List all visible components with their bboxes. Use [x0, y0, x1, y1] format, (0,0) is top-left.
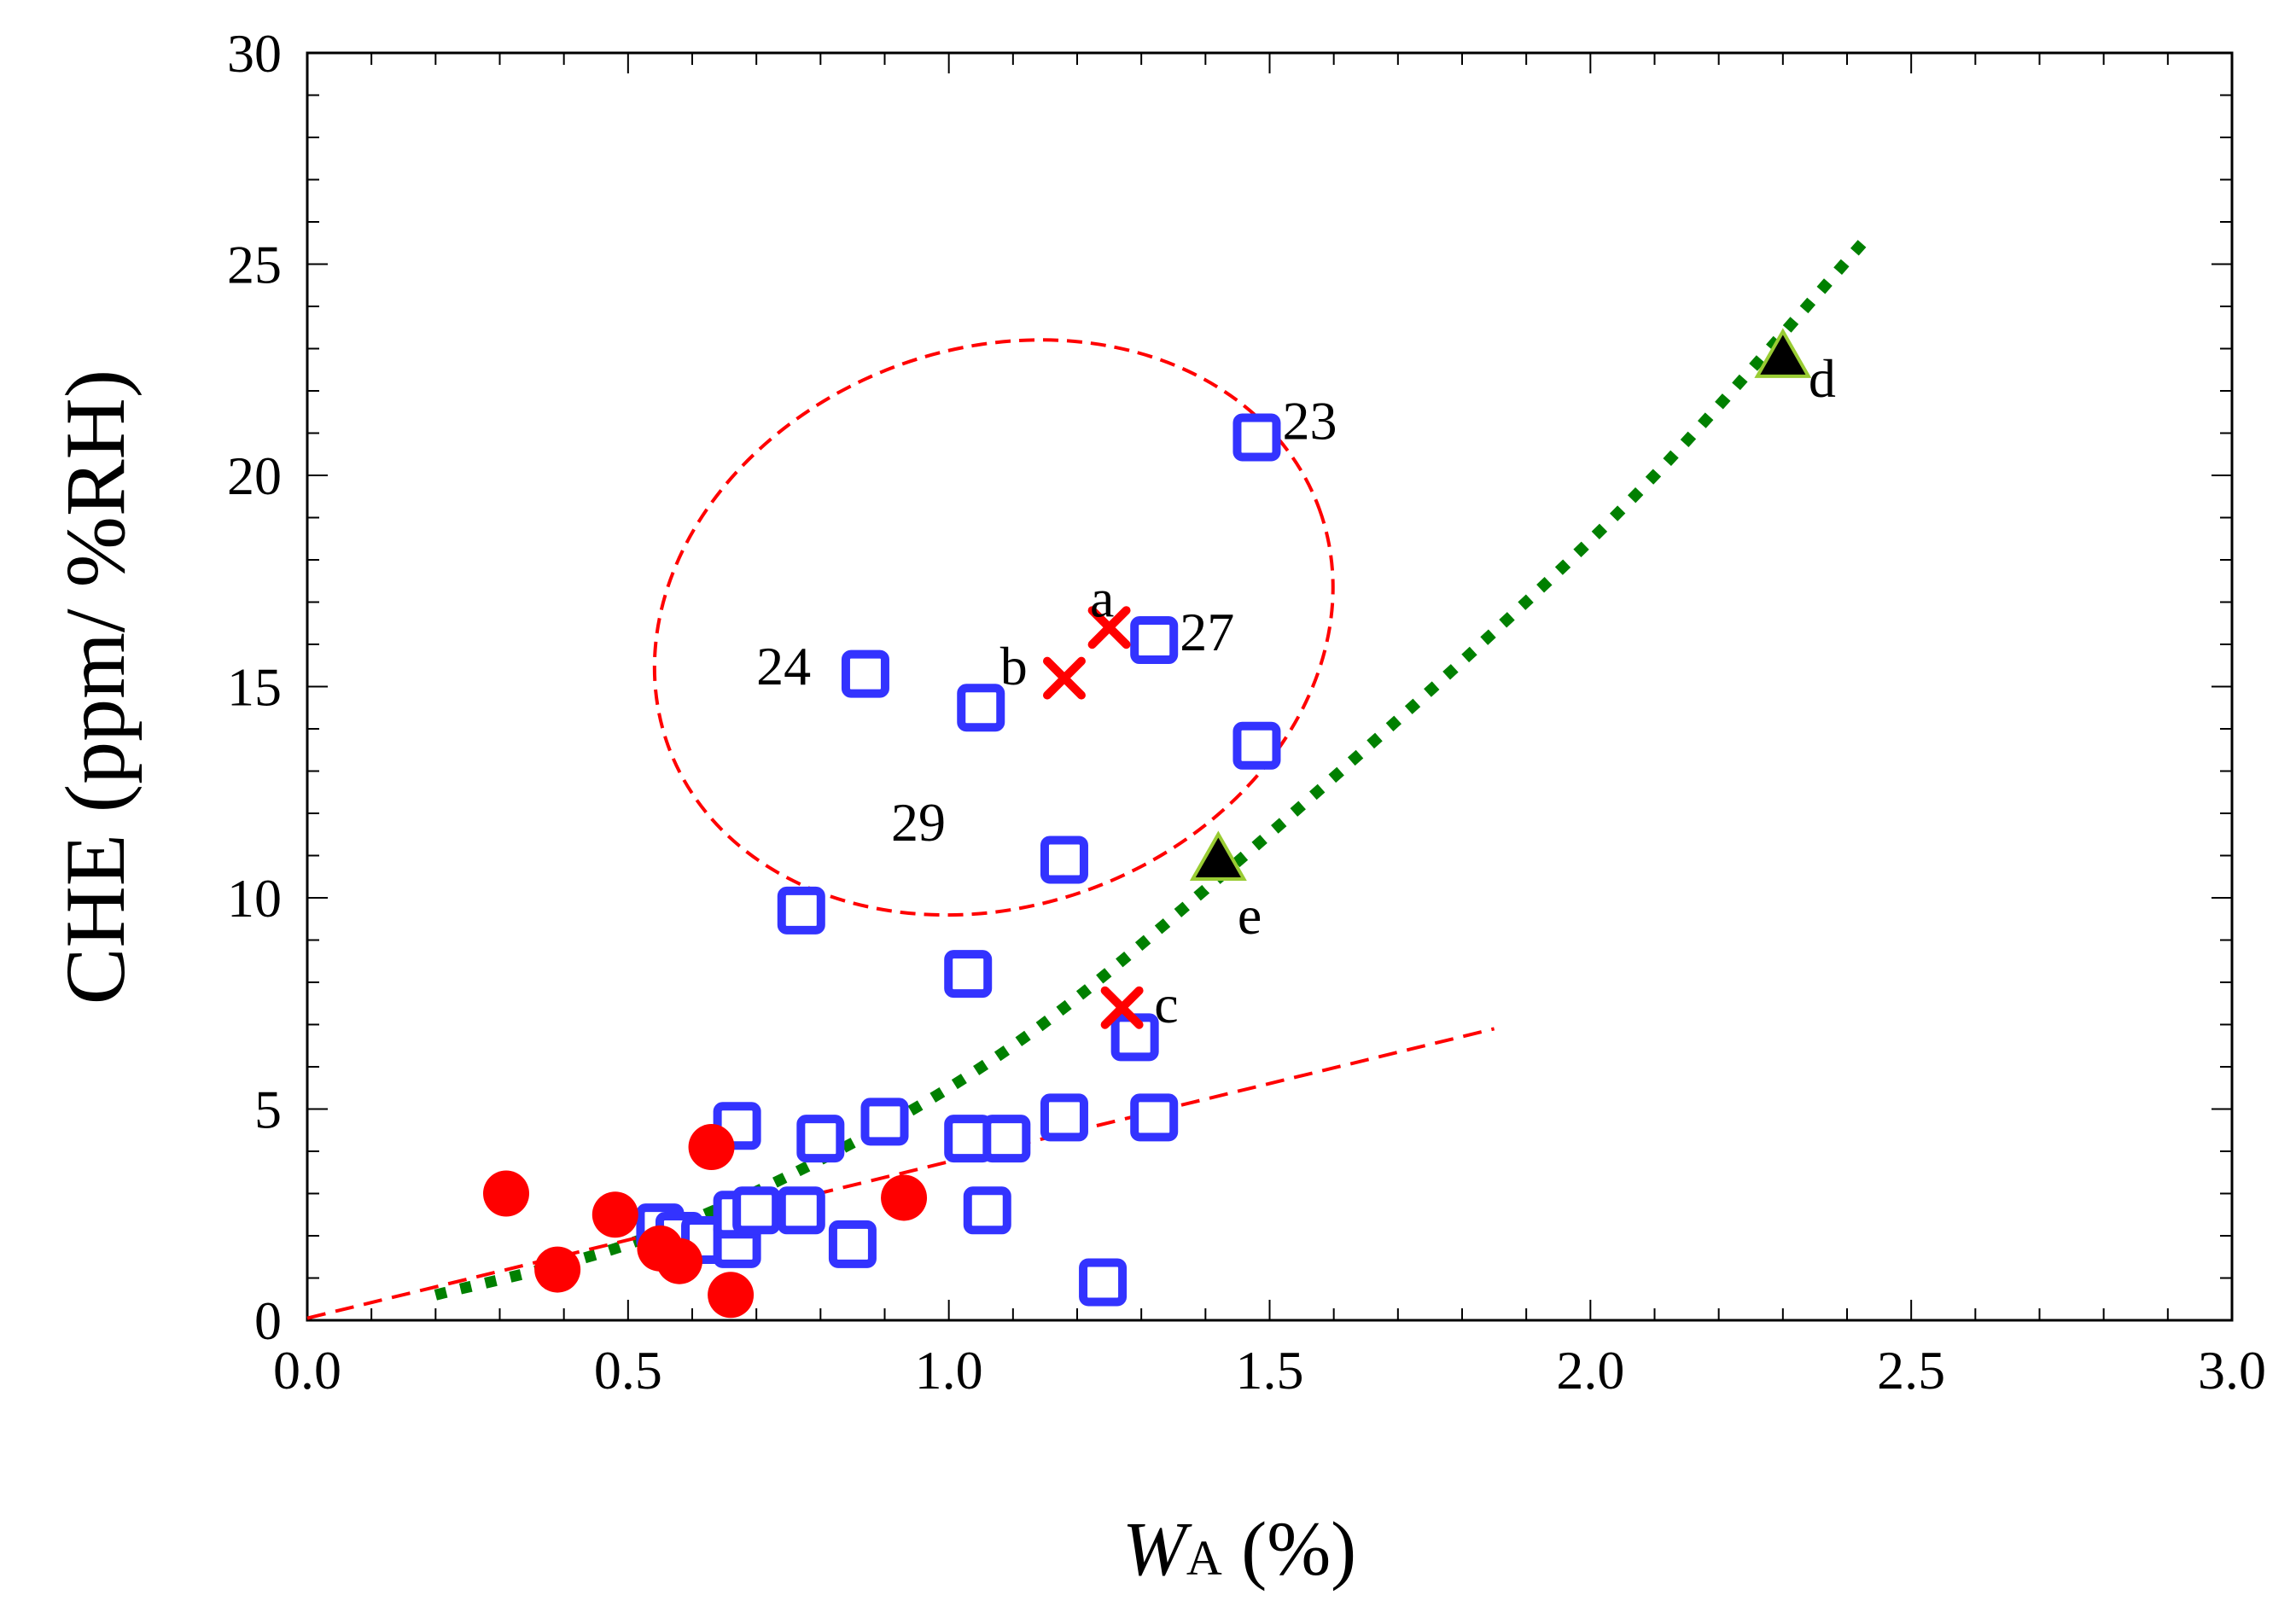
- circle-point: [656, 1237, 702, 1284]
- triangle-point: [1189, 830, 1247, 881]
- axis-ticks: [306, 52, 2233, 1321]
- highlight-ellipse-group: [652, 338, 1335, 917]
- square-point: [957, 684, 1005, 732]
- x-axis-title-unit: (%): [1222, 1507, 1356, 1592]
- x-tick-label: 2.5: [1877, 1340, 1945, 1400]
- square-point: [841, 649, 889, 698]
- x-tick-label: 1.5: [1236, 1340, 1304, 1400]
- point-label-29: 29: [891, 792, 946, 853]
- circle-point: [483, 1170, 530, 1217]
- trend-lines: [306, 235, 1871, 1320]
- x-tick-label: 2.0: [1556, 1340, 1624, 1400]
- x-axis-title-subscript: A: [1186, 1530, 1222, 1586]
- square-point: [982, 1115, 1031, 1163]
- cross-point: [1087, 606, 1131, 649]
- green-dotted-fit: [434, 235, 1871, 1301]
- x-tick-labels: 0.0 0.5 1.0 1.5 2.0 2.5 3.0: [273, 1340, 2266, 1400]
- y-tick-label: 10: [227, 868, 282, 929]
- circle-point: [708, 1272, 755, 1319]
- red-dashed-fit: [306, 1027, 1495, 1320]
- x-axis-title: WA (%): [1122, 1507, 1356, 1592]
- y-tick-label: 0: [254, 1290, 282, 1351]
- y-tick-label: 5: [254, 1080, 282, 1140]
- circle-point: [534, 1246, 581, 1293]
- data-points: [483, 328, 1812, 1319]
- square-point: [860, 1098, 909, 1146]
- x-tick-label: 1.0: [915, 1340, 983, 1400]
- square-point: [1130, 616, 1179, 665]
- plot-frame: [306, 51, 2234, 1322]
- highlight-ellipse: [652, 338, 1335, 917]
- x-tick-label: 3.0: [2198, 1340, 2266, 1400]
- point-label-e: e: [1238, 885, 1262, 946]
- y-tick-label: 30: [227, 23, 282, 84]
- circle-point: [881, 1174, 928, 1221]
- square-point: [1232, 413, 1281, 462]
- y-tick-label: 25: [227, 235, 282, 295]
- point-label-d: d: [1809, 348, 1836, 409]
- square-point: [777, 1186, 825, 1235]
- point-label-27: 27: [1180, 602, 1234, 662]
- square-point: [963, 1186, 1011, 1235]
- square-point: [1040, 1093, 1088, 1142]
- point-label-a: a: [1090, 568, 1114, 629]
- square-point: [1079, 1258, 1128, 1307]
- cross-point: [1100, 986, 1144, 1029]
- x-tick-label: 0.5: [594, 1340, 662, 1400]
- square-point: [1232, 721, 1281, 770]
- point-annotations: 23 24 27 29 a b c d e: [756, 348, 1836, 1034]
- y-tick-labels: 0 5 10 15 20 25 30: [227, 23, 282, 1351]
- point-label-c: c: [1154, 974, 1178, 1034]
- circle-point: [688, 1124, 735, 1171]
- circle-point: [591, 1191, 638, 1238]
- square-point: [732, 1186, 781, 1235]
- point-label-b: b: [1000, 636, 1028, 696]
- x-tick-label: 0.0: [273, 1340, 341, 1400]
- triangle-point: [1754, 328, 1812, 378]
- cross-point: [1042, 656, 1086, 700]
- x-axis-title-main: W: [1122, 1507, 1192, 1592]
- square-point: [828, 1220, 877, 1268]
- square-point: [944, 950, 993, 999]
- point-label-23: 23: [1283, 391, 1337, 451]
- square-point: [1040, 836, 1088, 884]
- point-label-24: 24: [756, 636, 811, 696]
- square-point: [1130, 1093, 1179, 1142]
- square-point: [796, 1115, 845, 1163]
- y-tick-label: 20: [227, 445, 282, 506]
- square-point: [777, 886, 825, 935]
- y-axis-title: CHE (ppm/ %RH): [48, 370, 143, 1004]
- y-tick-label: 15: [227, 657, 282, 718]
- square-point: [944, 1115, 993, 1163]
